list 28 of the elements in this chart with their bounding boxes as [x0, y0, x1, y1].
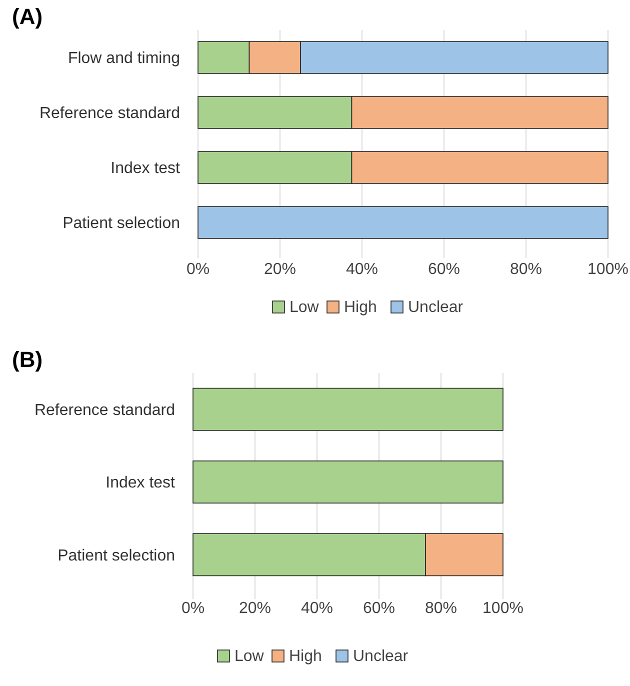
- x-tick-label: 100%: [588, 261, 628, 278]
- y-tick-label: Flow and timing: [68, 50, 180, 68]
- y-tick-label: Patient selection: [58, 547, 175, 564]
- legend-label: Unclear: [408, 299, 464, 316]
- legend-label: Low: [234, 648, 264, 665]
- y-tick-label: Reference standard: [39, 105, 180, 122]
- y-tick-label: Reference standard: [34, 402, 175, 419]
- x-tick-label: 40%: [300, 600, 334, 617]
- legend-label: Unclear: [353, 648, 409, 665]
- x-tick-label: 0%: [181, 600, 205, 617]
- x-tick-label: 100%: [482, 600, 524, 617]
- bar: [198, 206, 608, 239]
- y-tick-label: Index test: [106, 474, 176, 492]
- chart-title: (A): [12, 4, 43, 29]
- x-tick-label: 60%: [428, 261, 460, 278]
- y-tick-label: Patient selection: [62, 215, 180, 232]
- legend-label: High: [289, 648, 322, 665]
- x-tick-label: 60%: [362, 600, 396, 617]
- x-tick-label: 20%: [238, 600, 272, 617]
- chart-title: (B): [12, 347, 43, 372]
- x-tick-label: 20%: [264, 261, 296, 278]
- x-tick-label: 80%: [510, 261, 542, 278]
- x-tick-label: 0%: [186, 261, 210, 278]
- legend-label: High: [344, 299, 377, 316]
- y-tick-label: Index test: [110, 160, 181, 178]
- legend-label: Low: [290, 299, 320, 316]
- x-tick-label: 80%: [424, 600, 458, 617]
- x-tick-label: 40%: [346, 261, 378, 278]
